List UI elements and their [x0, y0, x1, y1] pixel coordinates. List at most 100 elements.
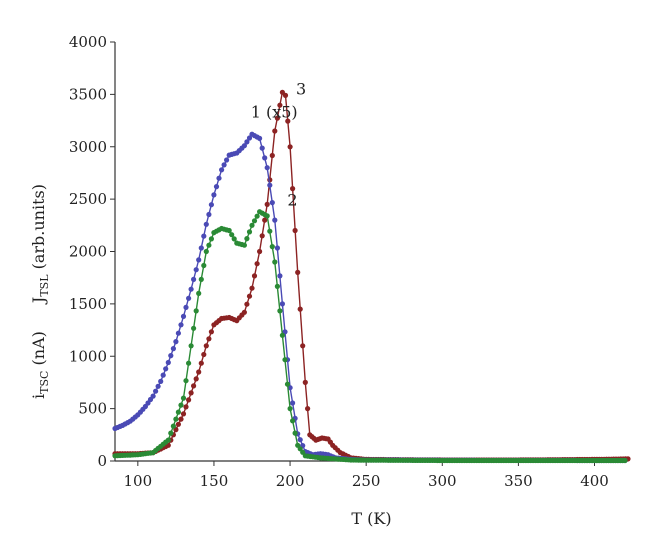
data-point — [267, 182, 273, 188]
y-tick-label: 3500 — [69, 85, 107, 103]
data-point — [170, 423, 176, 429]
data-point — [158, 378, 164, 384]
data-point — [163, 366, 169, 372]
y-tick-label: 3000 — [69, 138, 107, 156]
data-point — [287, 144, 293, 150]
data-point — [277, 102, 283, 108]
data-point — [206, 242, 212, 248]
data-point — [155, 383, 161, 389]
data-point — [272, 217, 278, 223]
x-tick-label: 300 — [428, 472, 457, 490]
labels-layer: 1 (x5) 2 3 — [251, 79, 307, 209]
data-point — [262, 217, 268, 223]
y-axis-title: iTSC (nA) JTSL (arb.units) — [29, 184, 51, 399]
y-title-i: i — [29, 394, 48, 399]
data-point — [249, 285, 255, 291]
data-point — [295, 269, 301, 275]
series-1-x5- — [112, 131, 628, 464]
data-point — [173, 416, 179, 422]
data-point — [279, 301, 285, 307]
data-point — [178, 402, 184, 408]
data-point — [206, 211, 212, 218]
data-point — [196, 290, 202, 296]
x-tick-label: 200 — [276, 472, 305, 490]
data-point — [191, 383, 197, 389]
data-point — [198, 360, 204, 366]
data-point — [201, 351, 207, 358]
data-point — [183, 304, 189, 310]
data-point — [175, 409, 181, 415]
data-point — [213, 184, 220, 190]
data-point — [193, 376, 199, 382]
y-title-j: J — [29, 297, 48, 305]
data-point — [279, 332, 285, 338]
data-point — [254, 261, 260, 267]
data-point — [246, 293, 253, 299]
data-point — [231, 236, 237, 242]
data-point — [186, 295, 192, 301]
data-point — [274, 245, 280, 251]
data-point — [216, 175, 222, 181]
data-point — [201, 262, 207, 269]
x-tick-label: 100 — [124, 472, 153, 490]
data-point — [259, 145, 265, 151]
x-tick-label: 350 — [504, 472, 533, 490]
series-3 — [112, 89, 631, 463]
data-point — [300, 343, 306, 349]
data-point — [269, 200, 275, 206]
data-point — [224, 157, 230, 163]
y-tick-label: 2500 — [69, 190, 107, 208]
data-point — [186, 360, 192, 366]
y-tick-label: 1500 — [69, 295, 107, 313]
x-tick-label: 400 — [580, 472, 609, 490]
y-title-j-sub: TSL — [38, 274, 51, 297]
data-point — [292, 227, 298, 234]
data-point — [175, 330, 181, 336]
data-point — [254, 213, 260, 219]
data-point — [203, 343, 209, 349]
data-point — [272, 259, 278, 265]
data-point — [183, 378, 189, 384]
axes: 0 500 1000 1500 2000 2500 3000 3500 4000 100 150 20… — [69, 33, 628, 490]
data-point — [188, 390, 194, 396]
data-point — [305, 406, 311, 412]
y-title-i-sub: TSC — [38, 371, 51, 394]
data-point — [241, 143, 247, 149]
data-point — [251, 218, 258, 224]
data-point — [290, 400, 296, 406]
series-2 — [112, 209, 628, 464]
data-point — [297, 306, 303, 312]
y-title-i-tail: (nA) — [29, 331, 48, 370]
data-point — [290, 418, 296, 424]
data-point — [246, 229, 253, 235]
data-point — [203, 248, 209, 255]
data-point — [251, 273, 258, 279]
data-point — [267, 228, 273, 234]
x-axis-title: T (K) — [351, 509, 391, 528]
data-point — [180, 313, 187, 319]
data-point — [203, 221, 209, 227]
data-point — [188, 286, 194, 292]
data-point — [269, 152, 275, 159]
data-point — [198, 276, 204, 282]
data-point — [165, 359, 171, 366]
y-title-j-tail: (arb.units) — [29, 184, 48, 274]
data-point — [302, 379, 308, 385]
data-point — [244, 139, 250, 145]
curve-label: 1 (x5) — [251, 102, 298, 121]
data-point — [264, 213, 270, 219]
data-point — [284, 381, 291, 387]
data-point — [178, 322, 184, 328]
data-point — [193, 267, 199, 273]
data-point — [274, 283, 280, 289]
data-point — [269, 244, 275, 250]
curve-label: 3 — [296, 79, 306, 98]
data-point — [285, 118, 291, 124]
y-tick-label: 500 — [78, 400, 107, 418]
data-point — [257, 135, 263, 141]
y-tick-label: 0 — [97, 452, 107, 470]
y-tick-label: 2000 — [69, 243, 107, 261]
data-point — [196, 369, 202, 375]
data-point — [208, 202, 214, 208]
data-point — [191, 325, 197, 331]
